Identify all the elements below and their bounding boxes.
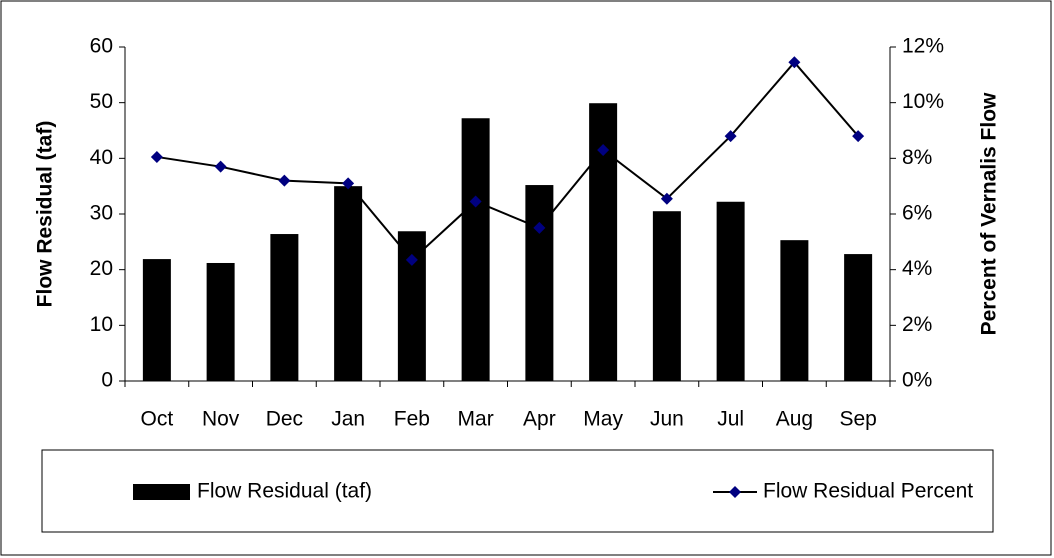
marker — [278, 174, 291, 187]
bar — [334, 186, 363, 381]
marker — [214, 160, 227, 173]
x-tick-label: May — [583, 408, 623, 431]
y2-tick-label: 2% — [902, 313, 932, 336]
bar — [844, 254, 873, 381]
bar — [780, 240, 809, 381]
x-tick-label: Dec — [266, 408, 303, 431]
bar — [716, 201, 745, 381]
x-tick-label: Jul — [717, 408, 744, 431]
legend-box — [41, 449, 994, 533]
x-tick-label: Apr — [523, 408, 556, 431]
legend-swatch — [729, 486, 741, 498]
x-tick-label: Jun — [650, 408, 684, 431]
marker — [597, 143, 610, 156]
marker — [852, 130, 865, 143]
y-tick-label: 50 — [90, 90, 113, 113]
line — [156, 60, 859, 262]
legend-label: Flow Residual (taf) — [197, 480, 372, 503]
bar — [270, 234, 299, 381]
marker — [533, 221, 546, 234]
y-tick-label: 0 — [101, 369, 113, 392]
marker — [660, 192, 673, 205]
marker — [724, 130, 737, 143]
marker — [788, 56, 801, 69]
x-tick-label: Sep — [839, 408, 876, 431]
x-tick-label: Mar — [458, 408, 494, 431]
bar — [142, 259, 171, 381]
legend-swatch — [133, 484, 190, 500]
y2-tick-label: 4% — [902, 257, 932, 280]
marker — [469, 195, 482, 208]
bar — [652, 211, 681, 381]
y2-tick-label: 6% — [902, 202, 932, 225]
marker — [342, 177, 355, 190]
bar — [206, 262, 235, 381]
y-tick-label: 40 — [90, 146, 113, 169]
x-tick-label: Oct — [141, 408, 174, 431]
y2-tick-label: 0% — [902, 369, 932, 392]
y2-axis-title: Percent of Vernalis Flow — [978, 92, 1001, 335]
y-tick-label: 60 — [90, 35, 113, 58]
y2-tick-label: 12% — [902, 35, 944, 58]
y-axis-title: Flow Residual (taf) — [34, 121, 57, 308]
y-tick-label: 30 — [90, 202, 113, 225]
bar — [397, 231, 426, 381]
y2-tick-label: 10% — [902, 90, 944, 113]
y2-tick-label: 8% — [902, 146, 932, 169]
x-tick-label: Nov — [202, 408, 240, 431]
x-tick-label: Aug — [776, 408, 813, 431]
marker — [405, 253, 418, 266]
x-tick-label: Jan — [331, 408, 365, 431]
bar — [461, 118, 490, 382]
y-tick-label: 10 — [90, 313, 113, 336]
marker — [150, 150, 163, 163]
x-tick-label: Feb — [394, 408, 430, 431]
legend-label: Flow Residual Percent — [763, 480, 973, 503]
y-tick-label: 20 — [90, 257, 113, 280]
